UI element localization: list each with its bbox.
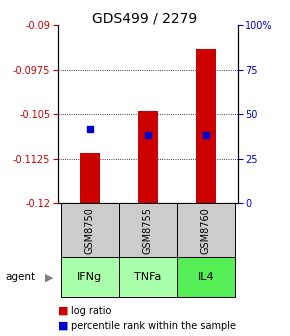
Bar xyxy=(119,203,177,257)
Text: agent: agent xyxy=(6,272,36,282)
Bar xyxy=(177,257,235,297)
Bar xyxy=(196,49,216,203)
Text: percentile rank within the sample: percentile rank within the sample xyxy=(71,321,236,331)
Bar xyxy=(119,257,177,297)
Bar xyxy=(138,111,158,203)
Text: GSM8750: GSM8750 xyxy=(85,207,95,254)
Text: log ratio: log ratio xyxy=(71,306,111,316)
Text: IFNg: IFNg xyxy=(77,272,102,282)
Text: IL4: IL4 xyxy=(197,272,214,282)
Bar xyxy=(80,153,100,203)
Text: TNFa: TNFa xyxy=(134,272,162,282)
Text: GDS499 / 2279: GDS499 / 2279 xyxy=(93,12,197,26)
Text: ■: ■ xyxy=(58,306,68,316)
Text: GSM8760: GSM8760 xyxy=(201,207,211,254)
Bar xyxy=(177,203,235,257)
Bar xyxy=(61,203,119,257)
Bar xyxy=(61,257,119,297)
Text: GSM8755: GSM8755 xyxy=(143,207,153,254)
Text: ■: ■ xyxy=(58,321,68,331)
Text: ▶: ▶ xyxy=(45,272,53,282)
